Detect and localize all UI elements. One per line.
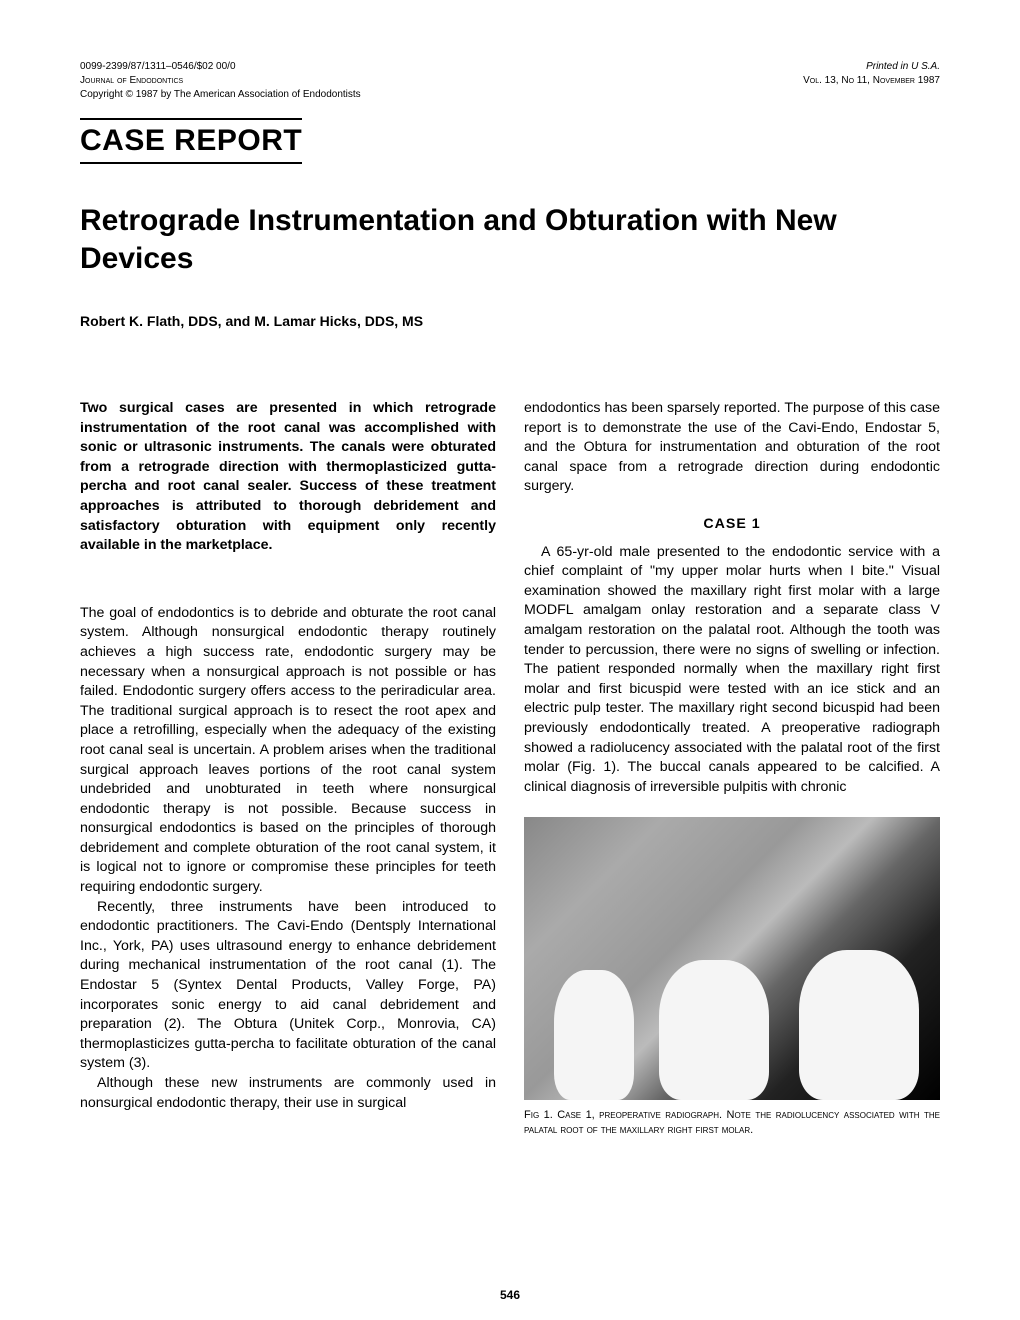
printed-in: Printed in U S.A.: [803, 60, 940, 74]
body-columns: Two surgical cases are presented in whic…: [80, 399, 940, 1138]
body-p1: The goal of endodontics is to debride an…: [80, 604, 496, 898]
page-number: 546: [500, 1288, 520, 1302]
radiograph-image: [524, 817, 940, 1100]
copyright-line: Copyright © 1987 by The American Associa…: [80, 88, 361, 102]
right-column: endodontics has been sparsely reported. …: [524, 399, 940, 1138]
body-p3-cont: endodontics has been sparsely reported. …: [524, 399, 940, 497]
body-p3: Although these new instruments are commo…: [80, 1074, 496, 1113]
case-1-p1: A 65-yr-old male presented to the endodo…: [524, 543, 940, 798]
volume-issue: Vol. 13, No 11, November 1987: [803, 74, 940, 88]
section-label-wrap: CASE REPORT: [80, 118, 302, 164]
abstract: Two surgical cases are presented in whic…: [80, 399, 496, 556]
journal-header: 0099-2399/87/1311–0546/$02 00/0 Journal …: [80, 60, 940, 102]
article-title: Retrograde Instrumentation and Obturatio…: [80, 202, 940, 277]
journal-name: Journal of Endodontics: [80, 74, 361, 88]
section-label: CASE REPORT: [80, 124, 302, 158]
body-p2: Recently, three instruments have been in…: [80, 898, 496, 1074]
issn-line: 0099-2399/87/1311–0546/$02 00/0: [80, 60, 361, 74]
figure-1-caption: Fig 1. Case 1, preoperative radiograph. …: [524, 1108, 940, 1138]
figure-1: Fig 1. Case 1, preoperative radiograph. …: [524, 817, 940, 1138]
left-column: Two surgical cases are presented in whic…: [80, 399, 496, 1138]
figure-caption-text: Fig 1. Case 1, preoperative radiograph. …: [524, 1109, 940, 1136]
header-left: 0099-2399/87/1311–0546/$02 00/0 Journal …: [80, 60, 361, 102]
header-right: Printed in U S.A. Vol. 13, No 11, Novemb…: [803, 60, 940, 88]
case-1-heading: CASE 1: [524, 515, 940, 535]
authors: Robert K. Flath, DDS, and M. Lamar Hicks…: [80, 313, 940, 329]
